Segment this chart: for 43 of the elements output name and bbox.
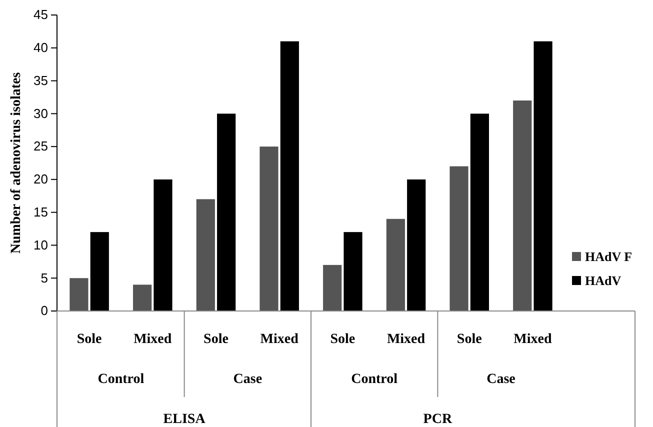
bar xyxy=(133,284,152,311)
y-tick-label: 15 xyxy=(34,204,48,220)
bar xyxy=(323,264,342,311)
x-tick-label: Mixed xyxy=(386,332,426,347)
y-tick-label: 35 xyxy=(34,72,48,88)
x-tick-label: Sole xyxy=(456,332,482,347)
bar xyxy=(534,41,552,311)
y-tick-label: 10 xyxy=(34,237,48,252)
bar xyxy=(70,278,88,311)
y-tick-label: 5 xyxy=(40,270,48,286)
text: Control xyxy=(351,372,398,387)
text: Case xyxy=(486,372,516,387)
bar xyxy=(196,199,215,311)
bar xyxy=(260,146,278,311)
bar xyxy=(386,218,405,311)
bar xyxy=(407,179,426,311)
x-tick-label: Sole xyxy=(76,332,102,347)
x-tick-label: Sole xyxy=(330,332,356,347)
x-tick-label: Mixed xyxy=(260,332,299,347)
y-axis-title: Number of adenovirus isolates xyxy=(9,72,24,254)
bar xyxy=(470,114,489,311)
text: ELISA xyxy=(163,412,206,427)
y-tick-label: 25 xyxy=(34,138,48,154)
x-tick-label: Mixed xyxy=(134,332,172,347)
legend-label: HAdV F xyxy=(585,249,632,264)
bar xyxy=(154,179,172,311)
x-tick-label: Mixed xyxy=(514,332,552,347)
x-tick-label: Sole xyxy=(204,332,228,347)
bar xyxy=(450,166,468,311)
bar xyxy=(217,114,236,311)
y-tick-label: 0 xyxy=(40,303,48,318)
text: Control xyxy=(98,372,144,387)
legend-label: HAdV xyxy=(585,273,622,288)
y-tick-label: 40 xyxy=(34,40,48,56)
bar xyxy=(513,100,532,311)
bar xyxy=(280,41,299,311)
y-tick-label: 30 xyxy=(34,106,48,121)
text: PCR xyxy=(423,412,453,427)
y-tick-label: 45 xyxy=(34,7,48,22)
bar xyxy=(344,232,362,311)
y-tick-label: 20 xyxy=(34,172,48,187)
text: Case xyxy=(233,372,262,387)
bar xyxy=(90,232,109,311)
